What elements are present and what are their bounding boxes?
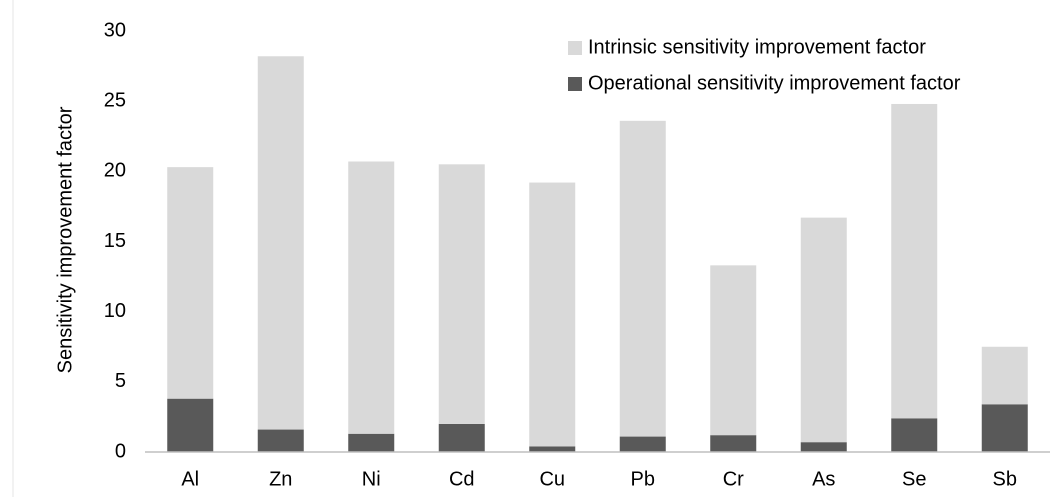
bar-segment [167, 167, 214, 399]
y-tick-label: 30 [104, 19, 126, 41]
legend-swatch [568, 77, 582, 91]
x-tick-label: Ni [362, 468, 381, 490]
legend-label: Operational sensitivity improvement fact… [588, 72, 961, 94]
bar-segment [257, 56, 304, 430]
bar-segment [348, 161, 395, 434]
bar-segment [891, 418, 938, 452]
x-tick-label: Al [181, 468, 199, 490]
bar-segment [438, 423, 485, 452]
bar-segment [981, 346, 1028, 405]
x-tick-label: Cu [539, 468, 565, 490]
x-tick-label: Cr [723, 468, 744, 490]
bar-segment [619, 120, 666, 437]
bar-segment [710, 265, 757, 436]
bar-segment [167, 398, 214, 452]
x-tick-label: Cd [449, 468, 475, 490]
legend-swatch [568, 41, 582, 55]
x-tick-label: Se [902, 468, 926, 490]
bar-segment [438, 164, 485, 424]
y-tick-label: 0 [115, 440, 126, 462]
legend-label: Intrinsic sensitivity improvement factor [588, 36, 926, 58]
bar-segment [800, 442, 847, 452]
y-tick-label: 10 [104, 300, 126, 322]
bar-segment [800, 217, 847, 443]
bar-segment [981, 404, 1028, 452]
y-tick-label: 20 [104, 160, 126, 182]
bar-segment [619, 436, 666, 452]
bar-segment [348, 433, 395, 452]
x-tick-label: Pb [631, 468, 655, 490]
bar-segment [710, 435, 757, 452]
x-tick-label: Sb [993, 468, 1017, 490]
y-axis-label: Sensitivity improvement factor [54, 106, 76, 373]
bar-segment [529, 182, 576, 447]
y-tick-label: 25 [104, 89, 126, 111]
bar-segment [891, 103, 938, 419]
x-tick-label: Zn [269, 468, 292, 490]
bar-segment [257, 429, 304, 452]
x-tick-label: As [812, 468, 835, 490]
y-tick-label: 15 [104, 230, 126, 252]
bar-segment [529, 446, 576, 452]
y-tick-label: 5 [115, 370, 126, 392]
